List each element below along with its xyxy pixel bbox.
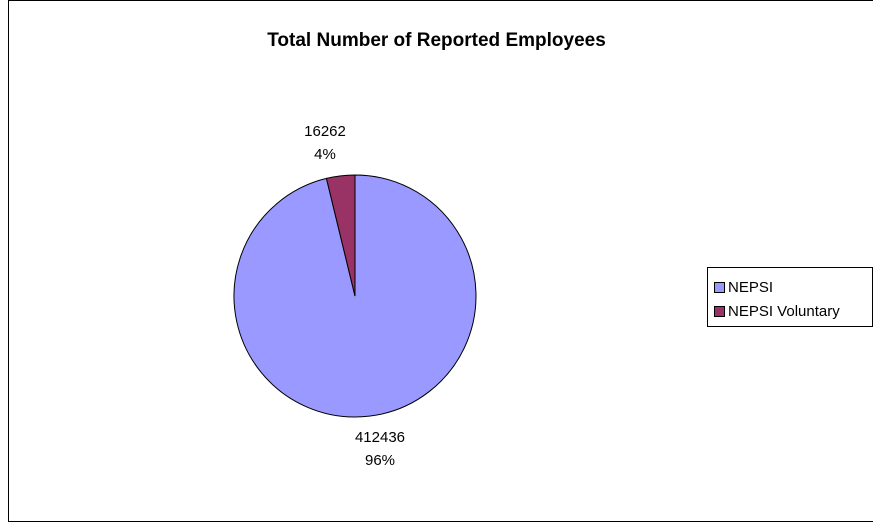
pie-slice-nepsi-voluntary bbox=[325, 174, 356, 297]
legend-item-nepsi: NEPSI bbox=[714, 277, 773, 297]
legend-swatch-nepsi-voluntary bbox=[714, 305, 725, 317]
legend-swatch-nepsi bbox=[714, 281, 725, 293]
data-label-percent-nepsi-voluntary: 4% bbox=[314, 146, 336, 163]
data-label-percent-nepsi: 96% bbox=[365, 452, 395, 469]
legend-label-nepsi-voluntary: NEPSI Voluntary bbox=[728, 302, 840, 320]
legend: NEPSI NEPSI Voluntary bbox=[707, 267, 873, 327]
chart-title: Total Number of Reported Employees bbox=[267, 30, 606, 51]
data-label-value-nepsi: 412436 bbox=[355, 429, 405, 446]
legend-item-nepsi-voluntary: NEPSI Voluntary bbox=[714, 301, 840, 321]
data-label-value-nepsi-voluntary: 16262 bbox=[304, 123, 346, 140]
legend-label-nepsi: NEPSI bbox=[728, 278, 774, 296]
